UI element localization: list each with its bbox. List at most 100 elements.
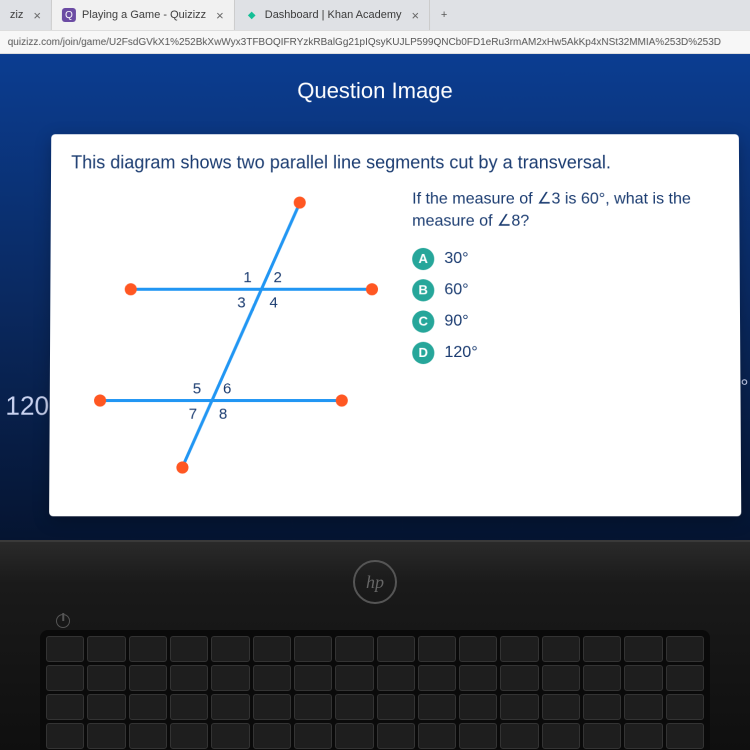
choice-letter-bubble: B [412,279,434,301]
tab-title: ziz [10,9,24,21]
keyboard-key [87,665,125,691]
keyboard-key [377,636,415,662]
url-bar[interactable]: quizizz.com/join/game/U2FsdGVkX1%252BkXw… [0,30,750,54]
angle-label-2: 2 [273,269,281,286]
answer-choice-b[interactable]: B 60° [412,279,720,301]
new-tab-button[interactable]: + [430,0,458,30]
question-card: This diagram shows two parallel line seg… [49,134,741,516]
tab-title: Playing a Game - Quizizz [82,9,206,21]
keyboard-key [666,694,704,720]
keyboard-key [542,636,580,662]
keyboard-key [335,694,373,720]
page-content: Question Image 120 0° This diagram shows… [0,54,750,545]
keyboard-key [377,694,415,720]
keyboard-key [583,723,621,749]
keyboard-key [129,665,167,691]
choice-letter-bubble: D [412,342,434,364]
choice-text: 90° [444,312,468,330]
keyboard-key [211,665,249,691]
keyboard-key [87,694,125,720]
choice-letter-bubble: A [412,248,434,270]
keyboard-key [583,636,621,662]
keyboard-key [418,723,456,749]
keyboard-key [377,723,415,749]
keyboard-key [129,636,167,662]
endpoint [294,197,306,209]
angle-label-4: 4 [269,294,277,311]
browser-tab[interactable]: Q Playing a Game - Quizizz × [52,0,235,30]
page-title: Question Image [0,54,750,122]
keyboard-key [500,723,538,749]
keyboard-key [170,694,208,720]
endpoint [94,394,106,406]
keyboard-key [542,723,580,749]
keyboard-key [624,723,662,749]
laptop-base: hp [0,540,750,750]
keyboard-key [418,665,456,691]
choice-text: 120° [444,344,477,362]
keyboard-key [666,723,704,749]
keyboard-key [294,723,332,749]
endpoint [366,283,378,295]
browser-window: ziz × Q Playing a Game - Quizizz × ◆ Das… [0,0,750,545]
keyboard-key [87,636,125,662]
keyboard-key [253,723,291,749]
keyboard-key [666,665,704,691]
keyboard-key [211,694,249,720]
screen: ziz × Q Playing a Game - Quizizz × ◆ Das… [0,0,750,545]
transversal-line [180,199,301,472]
keyboard-key [459,636,497,662]
keyboard-key [253,694,291,720]
keyboard-key [500,694,538,720]
keyboard-key [583,665,621,691]
power-icon [56,614,70,628]
angle-label-3: 3 [237,294,245,311]
keyboard-key [129,723,167,749]
keyboard-key [211,723,249,749]
tab-title: Dashboard | Khan Academy [265,9,402,21]
keyboard-key [170,636,208,662]
url-text: quizizz.com/join/game/U2FsdGVkX1%252BkXw… [8,37,721,48]
answer-choice-c[interactable]: C 90° [412,310,720,332]
keyboard-key [542,665,580,691]
choice-text: 60° [444,281,468,299]
close-icon[interactable]: × [412,7,420,22]
hp-logo: hp [353,560,397,604]
keyboard-key [500,665,538,691]
angle-label-1: 1 [243,269,251,286]
question-prompt: If the measure of ∠3 is 60°, what is the… [412,189,719,234]
endpoint [125,283,137,295]
answer-choice-d[interactable]: D 120° [412,342,720,364]
keyboard-key [211,636,249,662]
keyboard-key [46,723,84,749]
browser-tab[interactable]: ziz × [0,0,52,30]
close-icon[interactable]: × [216,7,224,22]
keyboard-key [253,665,291,691]
keyboard-key [459,694,497,720]
keyboard-key [170,723,208,749]
question-right-pane: If the measure of ∠3 is 60°, what is the… [402,189,721,507]
close-icon[interactable]: × [33,7,41,22]
question-title: This diagram shows two parallel line seg… [71,152,719,173]
keyboard-key [294,636,332,662]
keyboard-key [377,665,415,691]
khan-favicon: ◆ [245,8,259,22]
keyboard-key [624,636,662,662]
keyboard-key [294,665,332,691]
keyboard-key [418,636,456,662]
keyboard-key [459,723,497,749]
angle-label-6: 6 [223,380,231,397]
quizizz-favicon: Q [62,8,76,22]
endpoint [176,461,188,473]
keyboard-key [624,694,662,720]
tab-strip: ziz × Q Playing a Game - Quizizz × ◆ Das… [0,0,750,30]
keyboard-key [129,694,167,720]
angle-label-5: 5 [193,380,201,397]
endpoint [336,394,348,406]
choice-text: 30° [444,250,468,268]
question-body: 1 2 3 4 5 6 7 8 If the measure of ∠3 is … [69,189,721,507]
keyboard-key [170,665,208,691]
answer-choice-a[interactable]: A 30° [412,248,719,270]
angle-label-7: 7 [189,406,197,423]
browser-tab[interactable]: ◆ Dashboard | Khan Academy × [235,0,430,30]
